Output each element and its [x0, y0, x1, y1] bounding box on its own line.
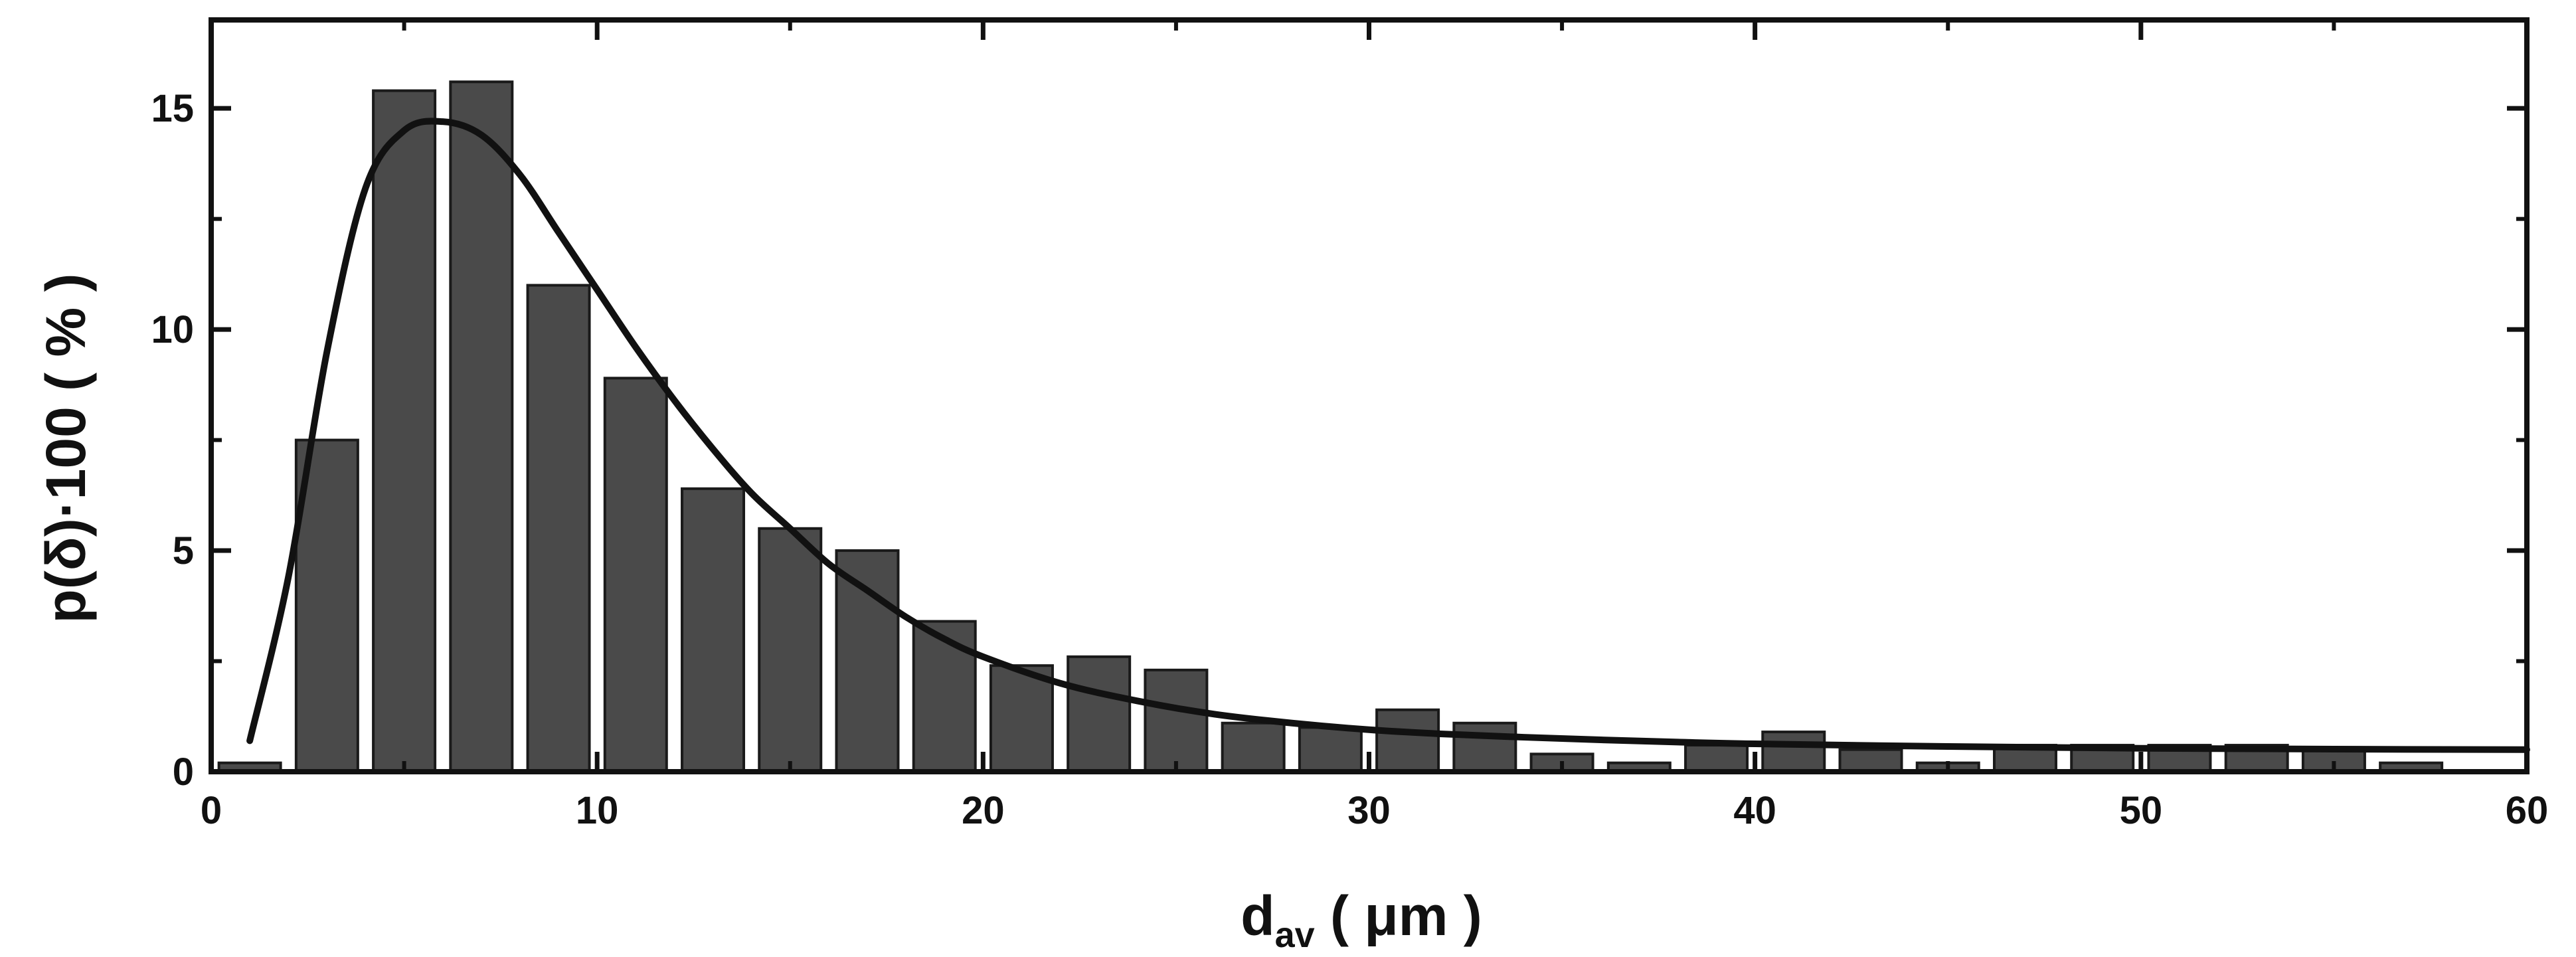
histogram-bar: [758, 527, 823, 773]
histogram-bar: [1221, 721, 1286, 773]
histogram-bar: [989, 664, 1054, 773]
ticks-layer: 0 10 20 30 40 50 60 0 5 10 15: [151, 20, 2548, 832]
histogram-bar: [1684, 744, 1749, 774]
x-tick-label: 20: [962, 789, 1005, 832]
histogram-bar: [526, 284, 591, 773]
histogram-bar: [912, 620, 977, 773]
x-tick-label: 50: [2120, 789, 2163, 832]
fit-curve: [246, 118, 2530, 753]
x-tick-label: 30: [1347, 789, 1391, 832]
y-tick-label: 0: [173, 750, 194, 794]
y-tick-label: 10: [151, 308, 194, 351]
y-axis-label: p(δ)·100 ( % ): [35, 274, 97, 624]
histogram-bar: [1375, 708, 1440, 774]
histogram-bar: [1838, 748, 1903, 774]
x-axis-label: dav ( μm ): [1241, 885, 1482, 955]
histogram-bar: [835, 549, 900, 773]
x-tick-label: 60: [2506, 789, 2549, 832]
histogram-bar: [1067, 655, 1132, 774]
histogram-bar: [372, 89, 437, 774]
histogram-bar: [1144, 668, 1209, 773]
histogram-bar: [294, 438, 359, 774]
histogram-bar: [449, 80, 514, 774]
x-tick-label: 10: [576, 789, 619, 832]
histogram-bar: [1452, 721, 1517, 773]
histogram-bar: [1298, 726, 1363, 773]
y-tick-label: 15: [151, 87, 194, 130]
x-tick-label: 40: [1733, 789, 1776, 832]
histogram-bar: [1761, 731, 1826, 773]
y-tick-label: 5: [173, 529, 194, 572]
fit-curve-layer: [246, 118, 2530, 753]
histogram-bar: [603, 377, 668, 773]
histogram-bar: [681, 487, 746, 773]
bars-layer: [217, 80, 2444, 774]
x-tick-label: 0: [201, 789, 222, 832]
